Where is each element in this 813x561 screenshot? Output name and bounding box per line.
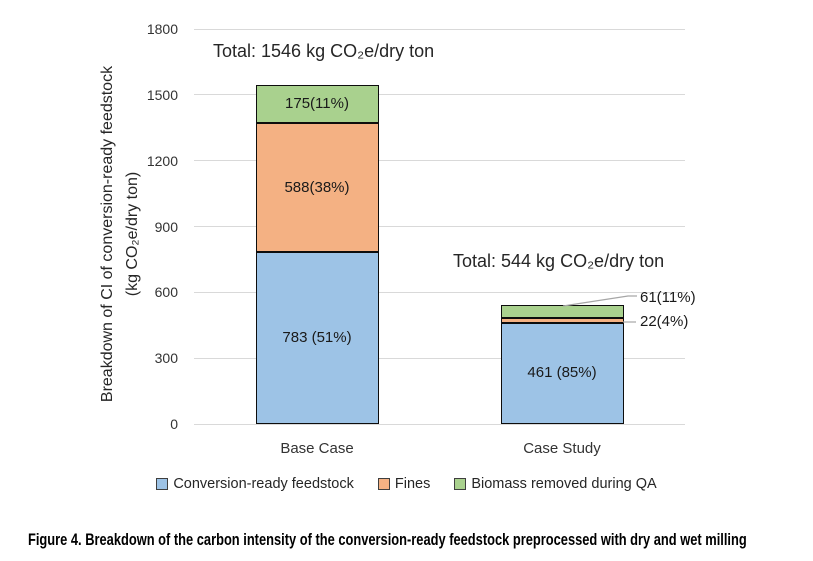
x-category-label-case-study: Case Study bbox=[523, 440, 601, 457]
y-tick-label-0: 0 bbox=[170, 416, 178, 432]
y-tick-label-600: 600 bbox=[154, 284, 178, 301]
gridline-1800 bbox=[194, 28, 685, 30]
segment-label-case-study-conversion-ready-feedstock: 461 (85%) bbox=[527, 364, 597, 382]
gridline-900 bbox=[194, 226, 685, 227]
gridline-600 bbox=[194, 291, 685, 293]
total-label-base-case: Total: 1546 kg CO₂e/dry ton bbox=[213, 41, 435, 61]
y-tick-label-1200: 1200 bbox=[146, 152, 178, 169]
segment-base-case-conversion-ready-feedstock bbox=[255, 252, 379, 424]
legend-item-biomass-removed-during-qa: Biomass removed during QA bbox=[454, 476, 657, 492]
y-tick-label-900: 900 bbox=[154, 218, 178, 235]
segment-label-case-study-biomass-removed-during-qa: 61(11%) bbox=[640, 289, 696, 306]
y-tick-label-1500: 1500 bbox=[146, 86, 178, 103]
segment-case-study-fines bbox=[500, 318, 624, 323]
y-tick-label-1800: 1800 bbox=[146, 21, 178, 37]
segment-base-case-fines bbox=[255, 123, 379, 253]
legend-swatch-biomass-removed-during-qa bbox=[454, 478, 467, 490]
x-category-label-base-case: Base Case bbox=[280, 440, 354, 457]
gridline-1500 bbox=[194, 94, 685, 96]
legend-item-fines: Fines bbox=[377, 476, 431, 492]
segment-case-study-biomass-removed-during-qa bbox=[500, 304, 624, 318]
gridline-1200 bbox=[194, 160, 685, 162]
legend-label-fines: Fines bbox=[394, 476, 431, 492]
legend-label-conversion-ready-feedstock: Conversion-ready feedstock bbox=[173, 476, 354, 492]
segment-case-study-conversion-ready-feedstock bbox=[500, 322, 624, 424]
legend-item-conversion-ready-feedstock: Conversion-ready feedstock bbox=[156, 476, 354, 492]
total-label-case-study: Total: 544 kg CO₂e/dry ton bbox=[453, 251, 665, 271]
segment-label-case-study-fines: 22(4%) bbox=[640, 313, 689, 330]
gridline-0 bbox=[194, 423, 685, 425]
segment-base-case-biomass-removed-during-qa bbox=[255, 84, 379, 124]
segment-label-base-case-biomass-removed-during-qa: 175(11%) bbox=[285, 94, 349, 112]
legend-swatch-fines bbox=[377, 478, 390, 490]
legend-label-biomass-removed-during-qa: Biomass removed during QA bbox=[471, 476, 657, 492]
segment-label-base-case-fines: 588(38%) bbox=[284, 178, 350, 196]
legend-swatch-conversion-ready-feedstock bbox=[156, 478, 169, 490]
segment-label-base-case-conversion-ready-feedstock: 783 (51%) bbox=[282, 329, 352, 347]
gridline-300 bbox=[194, 357, 685, 359]
y-tick-label-300: 300 bbox=[154, 350, 178, 367]
y-axis-title-line-1: Breakdown of CI of conversion-ready feed… bbox=[99, 65, 116, 403]
figure-caption: Figure 4. Breakdown of the carbon intens… bbox=[28, 531, 747, 549]
legend: Conversion-ready feedstock Fines Biomass… bbox=[0, 476, 813, 492]
